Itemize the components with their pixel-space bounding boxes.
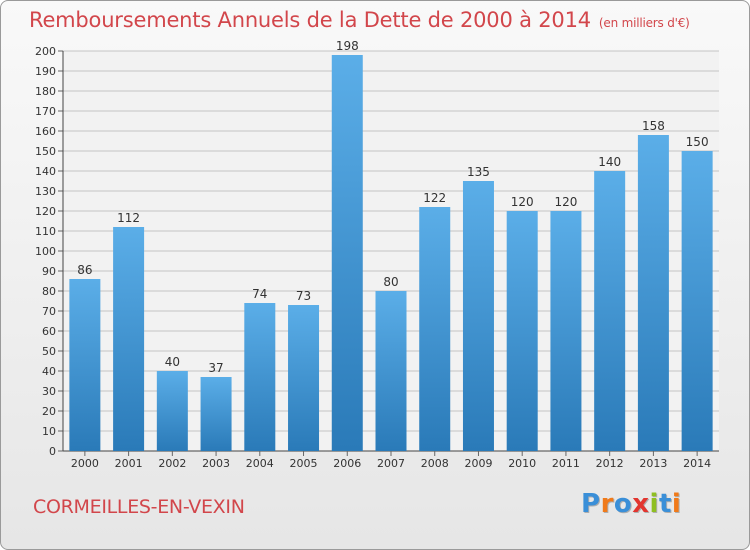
y-tick-label: 120 [35,205,56,218]
x-tick-label: 2010 [508,457,536,470]
y-tick-label: 100 [35,245,56,258]
bar [331,55,363,451]
bar-value-label: 140 [598,155,621,169]
bar [200,377,232,451]
bar [637,135,669,451]
bar [69,279,101,451]
bar-value-label: 122 [423,191,446,205]
x-tick-label: 2014 [683,457,711,470]
y-tick-label: 150 [35,145,56,158]
bar [156,371,188,451]
y-tick-label: 160 [35,125,56,138]
y-tick-label: 20 [42,405,56,418]
bar-value-label: 74 [252,287,267,301]
y-tick-label: 0 [49,445,56,458]
chart-title-text: Remboursements Annuels de la Dette de 20… [29,8,591,32]
x-tick-label: 2008 [421,457,449,470]
bar-value-label: 158 [642,119,665,133]
x-tick-label: 2003 [202,457,230,470]
bar-value-label: 40 [165,355,180,369]
y-tick-label: 40 [42,365,56,378]
y-tick-label: 140 [35,165,56,178]
y-tick-label: 110 [35,225,56,238]
bar [419,207,451,451]
y-tick-label: 60 [42,325,56,338]
logo-letter: o [613,489,633,519]
y-tick-label: 130 [35,185,56,198]
bar [594,171,626,451]
x-tick-label: 2004 [246,457,274,470]
y-tick-label: 10 [42,425,56,438]
y-tick-label: 200 [35,45,56,58]
logo-letter: t [658,489,672,519]
bar-value-label: 135 [467,165,490,179]
bar [288,305,320,451]
x-tick-label: 2000 [71,457,99,470]
y-tick-label: 190 [35,65,56,78]
y-tick-label: 50 [42,345,56,358]
chart-title: Remboursements Annuels de la Dette de 20… [29,8,690,32]
bar-value-label: 112 [117,211,140,225]
bar [375,291,407,451]
x-tick-label: 2006 [333,457,361,470]
bar [462,181,494,451]
unit-note: (en milliers d'€) [598,16,690,30]
bar-value-label: 198 [336,39,359,53]
bar-value-label: 73 [296,289,311,303]
x-tick-label: 2007 [377,457,405,470]
y-tick-label: 170 [35,105,56,118]
x-tick-label: 2012 [596,457,624,470]
x-tick-label: 2011 [552,457,580,470]
logo-letter: x [632,489,650,519]
logo-letter: r [600,489,614,519]
bar-value-label: 86 [77,263,92,277]
x-tick-label: 2002 [158,457,186,470]
y-tick-label: 70 [42,305,56,318]
bar-value-label: 37 [208,361,223,375]
bar-value-label: 120 [511,195,534,209]
logo-letter: i [649,489,659,519]
logo-letter: i [671,489,682,519]
bar-value-label: 80 [383,275,398,289]
proxiti-logo: Proxiti [581,489,681,519]
bar [506,211,538,451]
bar [113,227,145,451]
x-tick-label: 2009 [464,457,492,470]
bar [681,151,713,451]
bar [550,211,582,451]
bar-value-label: 150 [686,135,709,149]
logo-letter: P [581,489,601,519]
y-tick-label: 90 [42,265,56,278]
town-name: CORMEILLES-EN-VEXIN [33,496,245,518]
bar [244,303,276,451]
x-tick-label: 2001 [115,457,143,470]
y-tick-label: 30 [42,385,56,398]
y-tick-label: 80 [42,285,56,298]
bar-value-label: 120 [554,195,577,209]
x-tick-label: 2013 [639,457,667,470]
x-tick-label: 2005 [290,457,318,470]
y-tick-label: 180 [35,85,56,98]
